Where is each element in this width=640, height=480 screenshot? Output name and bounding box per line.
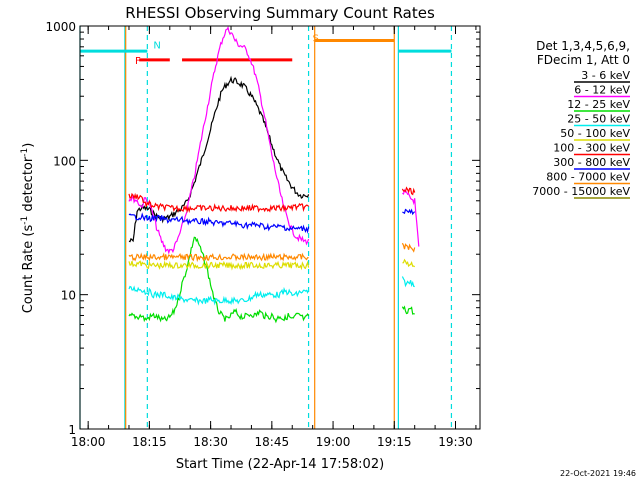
- legend-label-2: 12 - 25 keV: [567, 98, 630, 111]
- legend-label-4: 50 - 100 keV: [560, 127, 630, 140]
- series-tail-1: [402, 188, 420, 247]
- chart-title: RHESSI Observing Summary Count Rates: [125, 4, 435, 22]
- x-axis-label: Start Time (22-Apr-14 17:58:02): [176, 457, 384, 472]
- legend-label-1: 6 - 12 keV: [574, 84, 630, 97]
- series-tail-5: [401, 186, 416, 196]
- series-tail-6: [402, 208, 416, 216]
- x-tick-label-1: 18:15: [132, 435, 167, 449]
- series-line-3: [128, 285, 310, 306]
- y-tick-label-2: 100: [53, 154, 76, 168]
- plot-frame: [79, 25, 481, 430]
- series-line-5: [128, 192, 310, 214]
- series-tail-4: [402, 258, 416, 268]
- x-tick-label-0: 18:00: [71, 435, 106, 449]
- footer-timestamp: 22-Oct-2021 19:46: [560, 469, 636, 478]
- x-tick-label-5: 19:15: [377, 435, 412, 449]
- y-tick-label-0: 1: [68, 423, 76, 437]
- y-axis-label-sup1: -1: [20, 216, 30, 225]
- annotation-N: N: [153, 40, 160, 51]
- legend-header-line-1: Det 1,3,4,5,6,9,: [536, 39, 630, 53]
- axes: 18:00 18:15 18:30 18:45 19:00 19:15 19:30 1 10 10…: [45, 20, 480, 449]
- y-axis-label-mid: detector: [21, 156, 36, 216]
- x-tick-label-3: 18:45: [255, 435, 290, 449]
- series-line-1: [128, 25, 310, 255]
- series-line-2: [128, 236, 310, 324]
- x-tick-label-2: 18:30: [193, 435, 228, 449]
- annotation-F: F: [135, 56, 141, 67]
- legend-label-7: 800 - 7000 keV: [546, 171, 630, 184]
- x-tick-label-4: 19:00: [316, 435, 351, 449]
- y-tick-label-1: 10: [61, 289, 76, 303]
- y-tick-label-3: 1000: [45, 20, 76, 34]
- x-tick-label-6: 19:30: [438, 435, 473, 449]
- series-line-7: [128, 252, 309, 263]
- series-tail-2: [401, 305, 415, 315]
- series-line-6: [128, 212, 310, 234]
- y-axis-label-sup2: -1: [20, 148, 30, 157]
- y-axis-label-main: Count Rate (s: [21, 225, 36, 314]
- series-line-0: [128, 75, 310, 243]
- legend-label-8: 7000 - 15000 keV: [532, 185, 630, 198]
- series-tail-7: [401, 242, 416, 253]
- series-tail-3: [401, 276, 415, 288]
- y-axis-label: Count Rate (s-1 detector-1): [20, 143, 36, 314]
- plot-area: N F S: [79, 25, 453, 429]
- y-axis-label-end: ): [21, 143, 36, 148]
- series-line-4: [128, 260, 310, 271]
- legend-header-line-2: FDecim 1, Att 0: [537, 53, 630, 67]
- legend-label-3: 25 - 50 keV: [567, 113, 630, 126]
- legend-label-5: 100 - 300 keV: [553, 142, 630, 155]
- legend-label-0: 3 - 6 keV: [581, 69, 630, 82]
- annotation-S: S: [313, 34, 319, 45]
- legend-label-6: 300 - 800 keV: [553, 156, 630, 169]
